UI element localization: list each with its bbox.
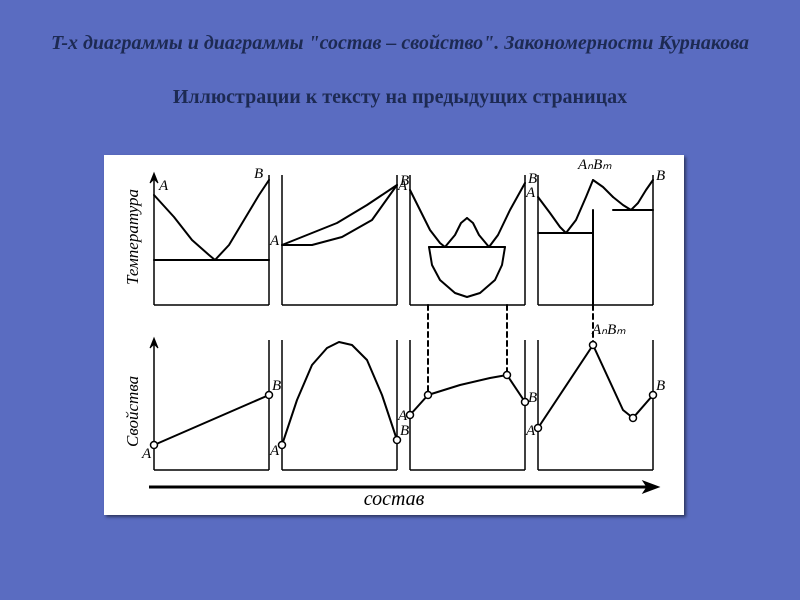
svg-text:А: А [269,233,280,249]
x-axis-label-composition: состав [104,488,684,511]
slide-title: T-x диаграммы и диаграммы "состав – свой… [0,32,800,55]
svg-text:А: А [269,443,280,459]
slide-root: T-x диаграммы и диаграммы "состав – свой… [0,0,800,600]
svg-text:AₙBₘ: AₙBₘ [577,157,612,173]
svg-text:AₙBₘ: AₙBₘ [591,322,626,338]
y-axis-label-temperature: Температура [123,189,143,285]
svg-text:А: А [397,408,408,424]
figure-container: АВАВАВАВAₙBₘАВАВАВАВAₙBₘ Температура Сво… [104,155,684,515]
svg-text:В: В [400,423,409,439]
svg-text:А: А [141,446,152,462]
svg-text:В: В [656,378,665,394]
svg-text:А: А [397,178,408,194]
diagram-svg: АВАВАВАВAₙBₘАВАВАВАВAₙBₘ [104,155,684,515]
svg-text:А: А [525,185,536,201]
svg-text:А: А [525,423,536,439]
svg-text:В: В [272,378,281,394]
svg-text:А: А [158,178,169,194]
slide-subtitle: Иллюстрации к тексту на предыдущих стран… [0,86,800,109]
svg-text:В: В [254,166,263,182]
svg-text:В: В [528,390,537,406]
svg-text:В: В [656,168,665,184]
y-axis-label-property: Свойства [123,376,143,447]
